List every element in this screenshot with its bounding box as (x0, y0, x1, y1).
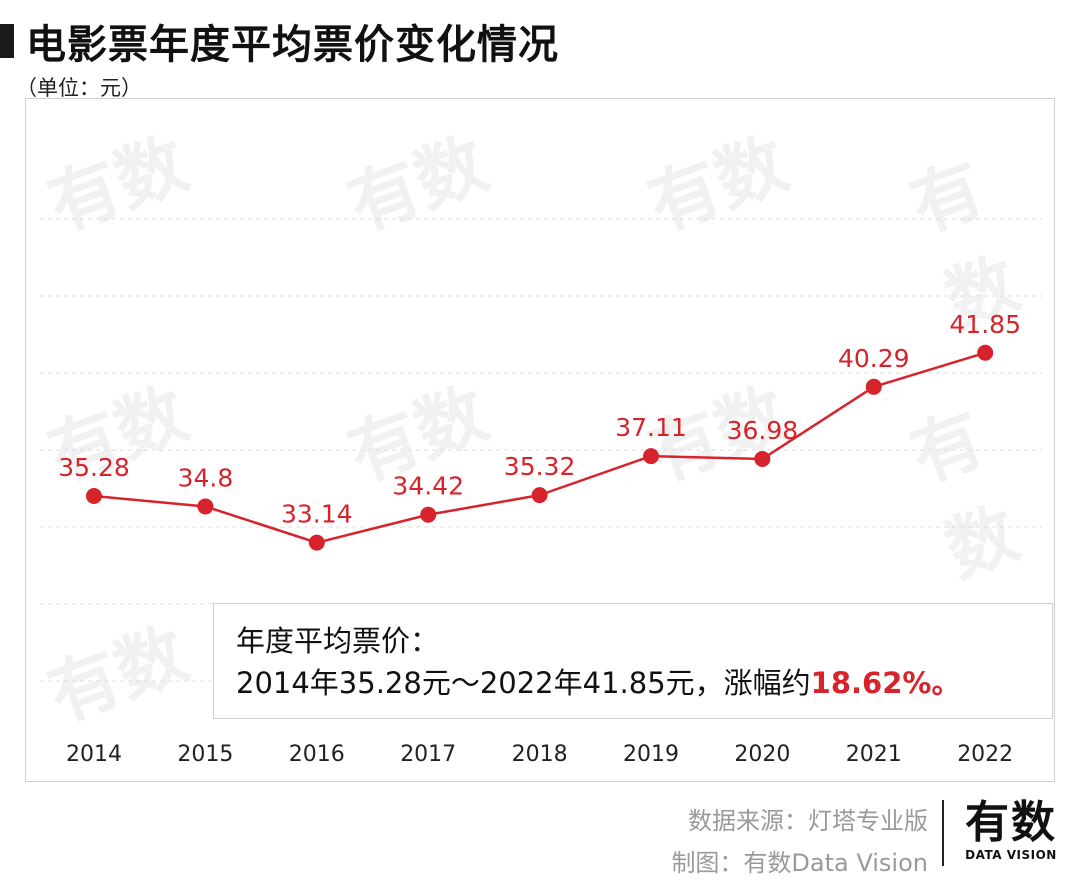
data-point (420, 506, 437, 523)
source-credits: 数据来源：灯塔专业版 制图：有数Data Vision (671, 800, 928, 884)
logo-subtext: DATA VISION (965, 848, 1057, 862)
data-label: 35.28 (58, 453, 130, 482)
data-point (643, 448, 659, 465)
line-chart: 35.28 34.8 33.14 34.42 35.32 37.11 36.98 40.29 4… (40, 218, 1042, 767)
data-label: 41.85 (949, 310, 1021, 339)
annotation-growth-rate: 18.62%。 (810, 666, 961, 700)
data-label: 40.29 (838, 344, 910, 373)
title-marker (0, 24, 14, 58)
x-tick-label: 2020 (734, 742, 790, 767)
x-tick-label: 2018 (512, 742, 568, 767)
unit-label: （单位：元） (16, 76, 142, 100)
data-point (86, 488, 102, 504)
data-point (977, 344, 994, 361)
x-tick-label: 2017 (400, 742, 456, 767)
data-source: 数据来源：灯塔专业版 (688, 807, 928, 835)
annotation-box: 年度平均票价： 2014年35.28元～2022年41.85元，涨幅约18.62… (213, 603, 1053, 719)
logo-text: 有数 (965, 797, 1057, 848)
x-tick-label: 2014 (66, 742, 122, 767)
series-line (93, 351, 986, 544)
x-tick-label: 2021 (846, 742, 902, 767)
data-label: 33.14 (281, 500, 353, 529)
data-label: 36.98 (727, 416, 799, 445)
annotation-title: 年度平均票价： (236, 624, 440, 658)
data-point (197, 498, 214, 515)
x-tick-label: 2019 (623, 742, 679, 767)
data-point (531, 487, 548, 504)
data-label: 37.11 (615, 413, 687, 442)
data-label: 35.32 (504, 452, 576, 481)
logo-divider (942, 800, 944, 866)
page-title: 电影票年度平均票价变化情况 (26, 22, 559, 68)
x-tick-label: 2016 (289, 742, 345, 767)
data-point (308, 534, 325, 551)
annotation-text: 2014年35.28元～2022年41.85元，涨幅约18.62%。 (236, 662, 1052, 704)
data-point (754, 450, 771, 467)
x-tick-label: 2022 (957, 742, 1013, 767)
data-label: 34.42 (392, 472, 464, 501)
chart-credit: 制图：有数Data Vision (671, 849, 928, 877)
x-tick-label: 2015 (177, 742, 233, 767)
data-point (865, 378, 882, 395)
annotation-range: 2014年35.28元～2022年41.85元，涨幅约 (236, 666, 811, 700)
brand-logo: 有数 DATA VISION (956, 797, 1066, 863)
data-label: 34.8 (178, 463, 234, 492)
